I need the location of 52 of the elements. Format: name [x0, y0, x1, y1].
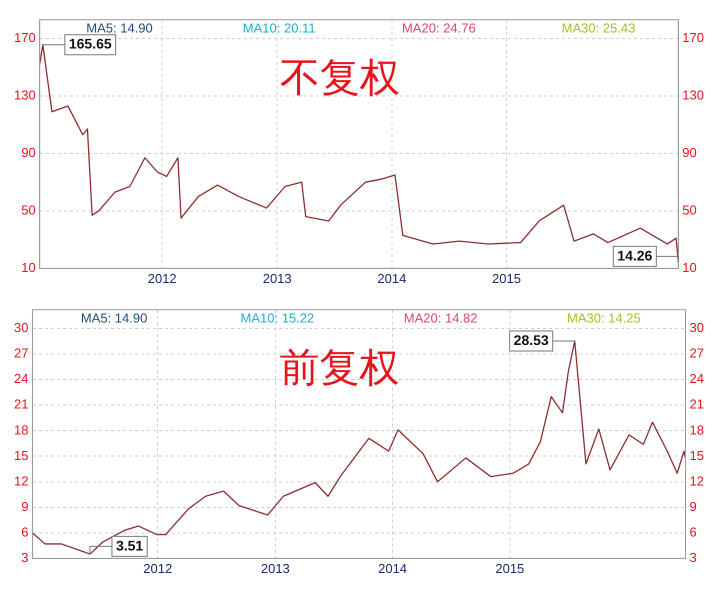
- y-tick-label: 21: [14, 396, 28, 412]
- annotation: 14.26: [617, 247, 653, 264]
- y2-tick-label: 30: [690, 320, 704, 336]
- y2-tick-label: 3: [690, 550, 697, 565]
- y-tick-label: 130: [14, 88, 36, 103]
- y2-tick-label: 130: [682, 88, 704, 103]
- y-tick-label: 27: [14, 346, 28, 361]
- y2-tick-label: 90: [682, 145, 697, 160]
- y2-tick-label: 10: [682, 260, 697, 275]
- x-tick-label: 2014: [377, 270, 406, 286]
- y-tick-label: 30: [14, 320, 28, 336]
- annotation: 165.65: [68, 36, 112, 52]
- y-tick-label: 3: [21, 550, 28, 565]
- y2-tick-label: 21: [690, 396, 704, 412]
- x-tick-label: 2013: [260, 560, 290, 576]
- x-tick-label: 2014: [378, 560, 408, 576]
- annotation: 28.53: [514, 332, 549, 348]
- y-tick-label: 10: [21, 260, 36, 275]
- annotation: MA5: 14.90: [80, 310, 148, 326]
- y2-tick-label: 170: [682, 30, 704, 46]
- y-tick-label: 9: [21, 498, 28, 514]
- y2-tick-label: 6: [690, 524, 697, 540]
- annotation: MA10: 15.22: [240, 310, 314, 326]
- annotation: MA10: 20.11: [242, 20, 316, 36]
- y-tick-label: 18: [14, 422, 28, 438]
- x-tick-label: 2012: [143, 560, 172, 576]
- y-tick-label: 24: [14, 371, 28, 386]
- y2-tick-label: 24: [690, 371, 704, 386]
- annotation: MA30: 14.25: [567, 310, 641, 326]
- y2-tick-label: 15: [690, 448, 704, 463]
- y-tick-label: 6: [21, 524, 28, 540]
- x-tick-label: 2015: [495, 560, 524, 576]
- text: 前复权: [279, 346, 400, 390]
- annotation: MA5: 14.90: [86, 20, 153, 36]
- y-tick-label: 12: [14, 473, 28, 488]
- annotation: MA30: 25.43: [562, 20, 636, 36]
- y2-tick-label: 27: [690, 346, 704, 361]
- y2-tick-label: 50: [682, 202, 697, 218]
- y-tick-label: 90: [21, 145, 36, 160]
- y-tick-label: 170: [14, 30, 36, 46]
- annotation: MA20: 14.82: [404, 310, 478, 326]
- x-tick-label: 2013: [262, 270, 292, 286]
- annotation: MA20: 24.76: [402, 20, 476, 36]
- annotation: 3.51: [116, 537, 144, 554]
- y2-tick-label: 18: [690, 422, 704, 438]
- y2-tick-label: 12: [690, 473, 704, 488]
- y-tick-label: 15: [14, 448, 28, 463]
- y2-tick-label: 9: [690, 498, 697, 514]
- text: 不复权: [280, 56, 400, 100]
- x-tick-label: 2012: [148, 270, 177, 286]
- y-tick-label: 50: [21, 202, 36, 218]
- x-tick-label: 2015: [492, 270, 521, 286]
